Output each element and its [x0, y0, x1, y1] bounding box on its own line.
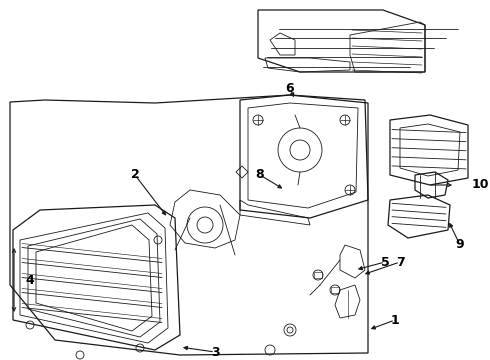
Text: 1: 1 [391, 314, 399, 327]
Text: 5: 5 [381, 256, 390, 269]
Text: 8: 8 [256, 168, 264, 181]
Text: 6: 6 [286, 81, 294, 94]
Text: 3: 3 [211, 346, 220, 359]
Text: 10: 10 [472, 179, 490, 192]
Text: 4: 4 [25, 274, 34, 287]
Text: 2: 2 [131, 168, 139, 181]
Text: 7: 7 [395, 256, 404, 269]
Text: 9: 9 [456, 238, 465, 252]
